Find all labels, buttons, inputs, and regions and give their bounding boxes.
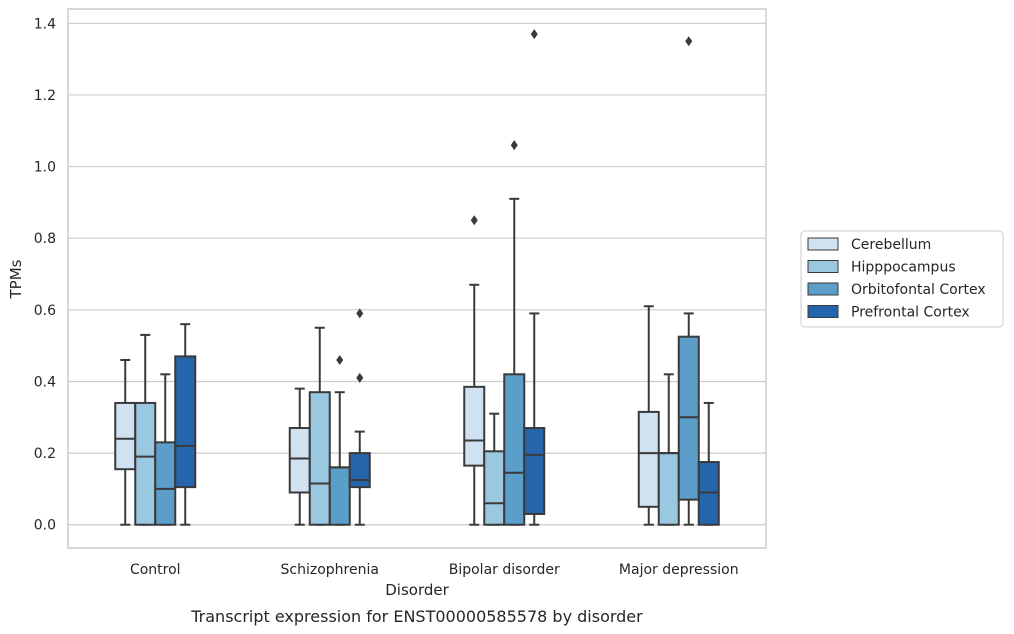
box-iqr [154, 441, 177, 526]
legend-swatch [807, 305, 839, 318]
x-tick-label: Control [130, 562, 181, 578]
box-iqr [657, 452, 680, 526]
x-axis-label: Disorder [385, 581, 449, 599]
box-iqr [637, 410, 660, 508]
outlier-point [356, 372, 364, 383]
y-tick-label: 0.2 [34, 446, 56, 462]
outlier-point [685, 36, 693, 47]
x-tick-label: Schizophrenia [281, 562, 379, 578]
y-tick-label: 0.4 [34, 374, 56, 390]
box-cerebellum-3 [637, 305, 660, 526]
box-cerebellum-1 [288, 387, 311, 526]
box-orbitofontal-cortex-0 [154, 373, 177, 526]
box-iqr [134, 401, 157, 526]
legend-label: Cerebellum [851, 237, 931, 253]
box-iqr [328, 466, 351, 526]
x-tick-label: Major depression [619, 562, 739, 578]
box-prefrontal-cortex-3 [697, 401, 720, 526]
box-cerebellum-2 [463, 215, 486, 526]
legend-swatch [807, 260, 839, 273]
outlier-point [530, 29, 538, 40]
box-prefrontal-cortex-1 [348, 308, 371, 526]
x-tick-label: Bipolar disorder [449, 562, 560, 578]
box-iqr [174, 355, 197, 489]
legend: Cerebellum Hipppocampus Orbitofontal Corte… [800, 230, 1004, 328]
legend-label: Orbitofontal Cortex [851, 282, 986, 298]
box-iqr [288, 427, 311, 494]
y-tick-label: 0.0 [34, 518, 56, 534]
box-cerebellum-0 [114, 358, 137, 526]
box-orbitofontal-cortex-3 [677, 36, 700, 526]
outlier-point [336, 354, 344, 365]
box-iqr [348, 452, 371, 489]
box-orbitofontal-cortex-2 [503, 140, 526, 526]
legend-frame [800, 230, 1004, 328]
box-iqr [483, 450, 506, 526]
y-tick-label: 1.0 [34, 160, 56, 176]
legend-swatch [807, 237, 839, 251]
legend-swatch [807, 282, 839, 296]
box-orbitofontal-cortex-1 [328, 354, 351, 526]
box-hipppocampus-0 [134, 333, 157, 526]
box-iqr [308, 391, 331, 526]
outlier-point [470, 215, 478, 226]
box-hipppocampus-2 [483, 412, 506, 526]
outlier-point [356, 308, 364, 319]
chart-caption: Transcript expression for ENST0000058557… [190, 607, 643, 626]
y-axis-ticks: 0.0 0.2 0.4 0.6 0.8 1.0 1.2 1.4 [34, 16, 56, 533]
legend-label: Hipppocampus [851, 260, 956, 276]
y-tick-label: 0.8 [34, 231, 56, 247]
box-iqr [463, 385, 486, 467]
box-hipppocampus-1 [308, 326, 331, 526]
outlier-point [510, 140, 518, 151]
box-iqr [503, 373, 526, 526]
box-prefrontal-cortex-2 [523, 29, 546, 526]
box-iqr [114, 401, 137, 471]
box-iqr [523, 427, 546, 515]
legend-label: Prefrontal Cortex [851, 305, 970, 321]
x-axis-ticks: Control Schizophrenia Bipolar disorder Majo… [130, 562, 739, 578]
box-prefrontal-cortex-0 [174, 323, 197, 526]
y-tick-label: 1.4 [34, 16, 56, 32]
y-axis-label: TPMs [7, 259, 25, 299]
y-tick-label: 1.2 [34, 88, 56, 104]
box-hipppocampus-3 [657, 373, 680, 526]
plot-frame [67, 8, 767, 549]
y-tick-label: 0.6 [34, 303, 56, 319]
box-layer [114, 29, 720, 526]
